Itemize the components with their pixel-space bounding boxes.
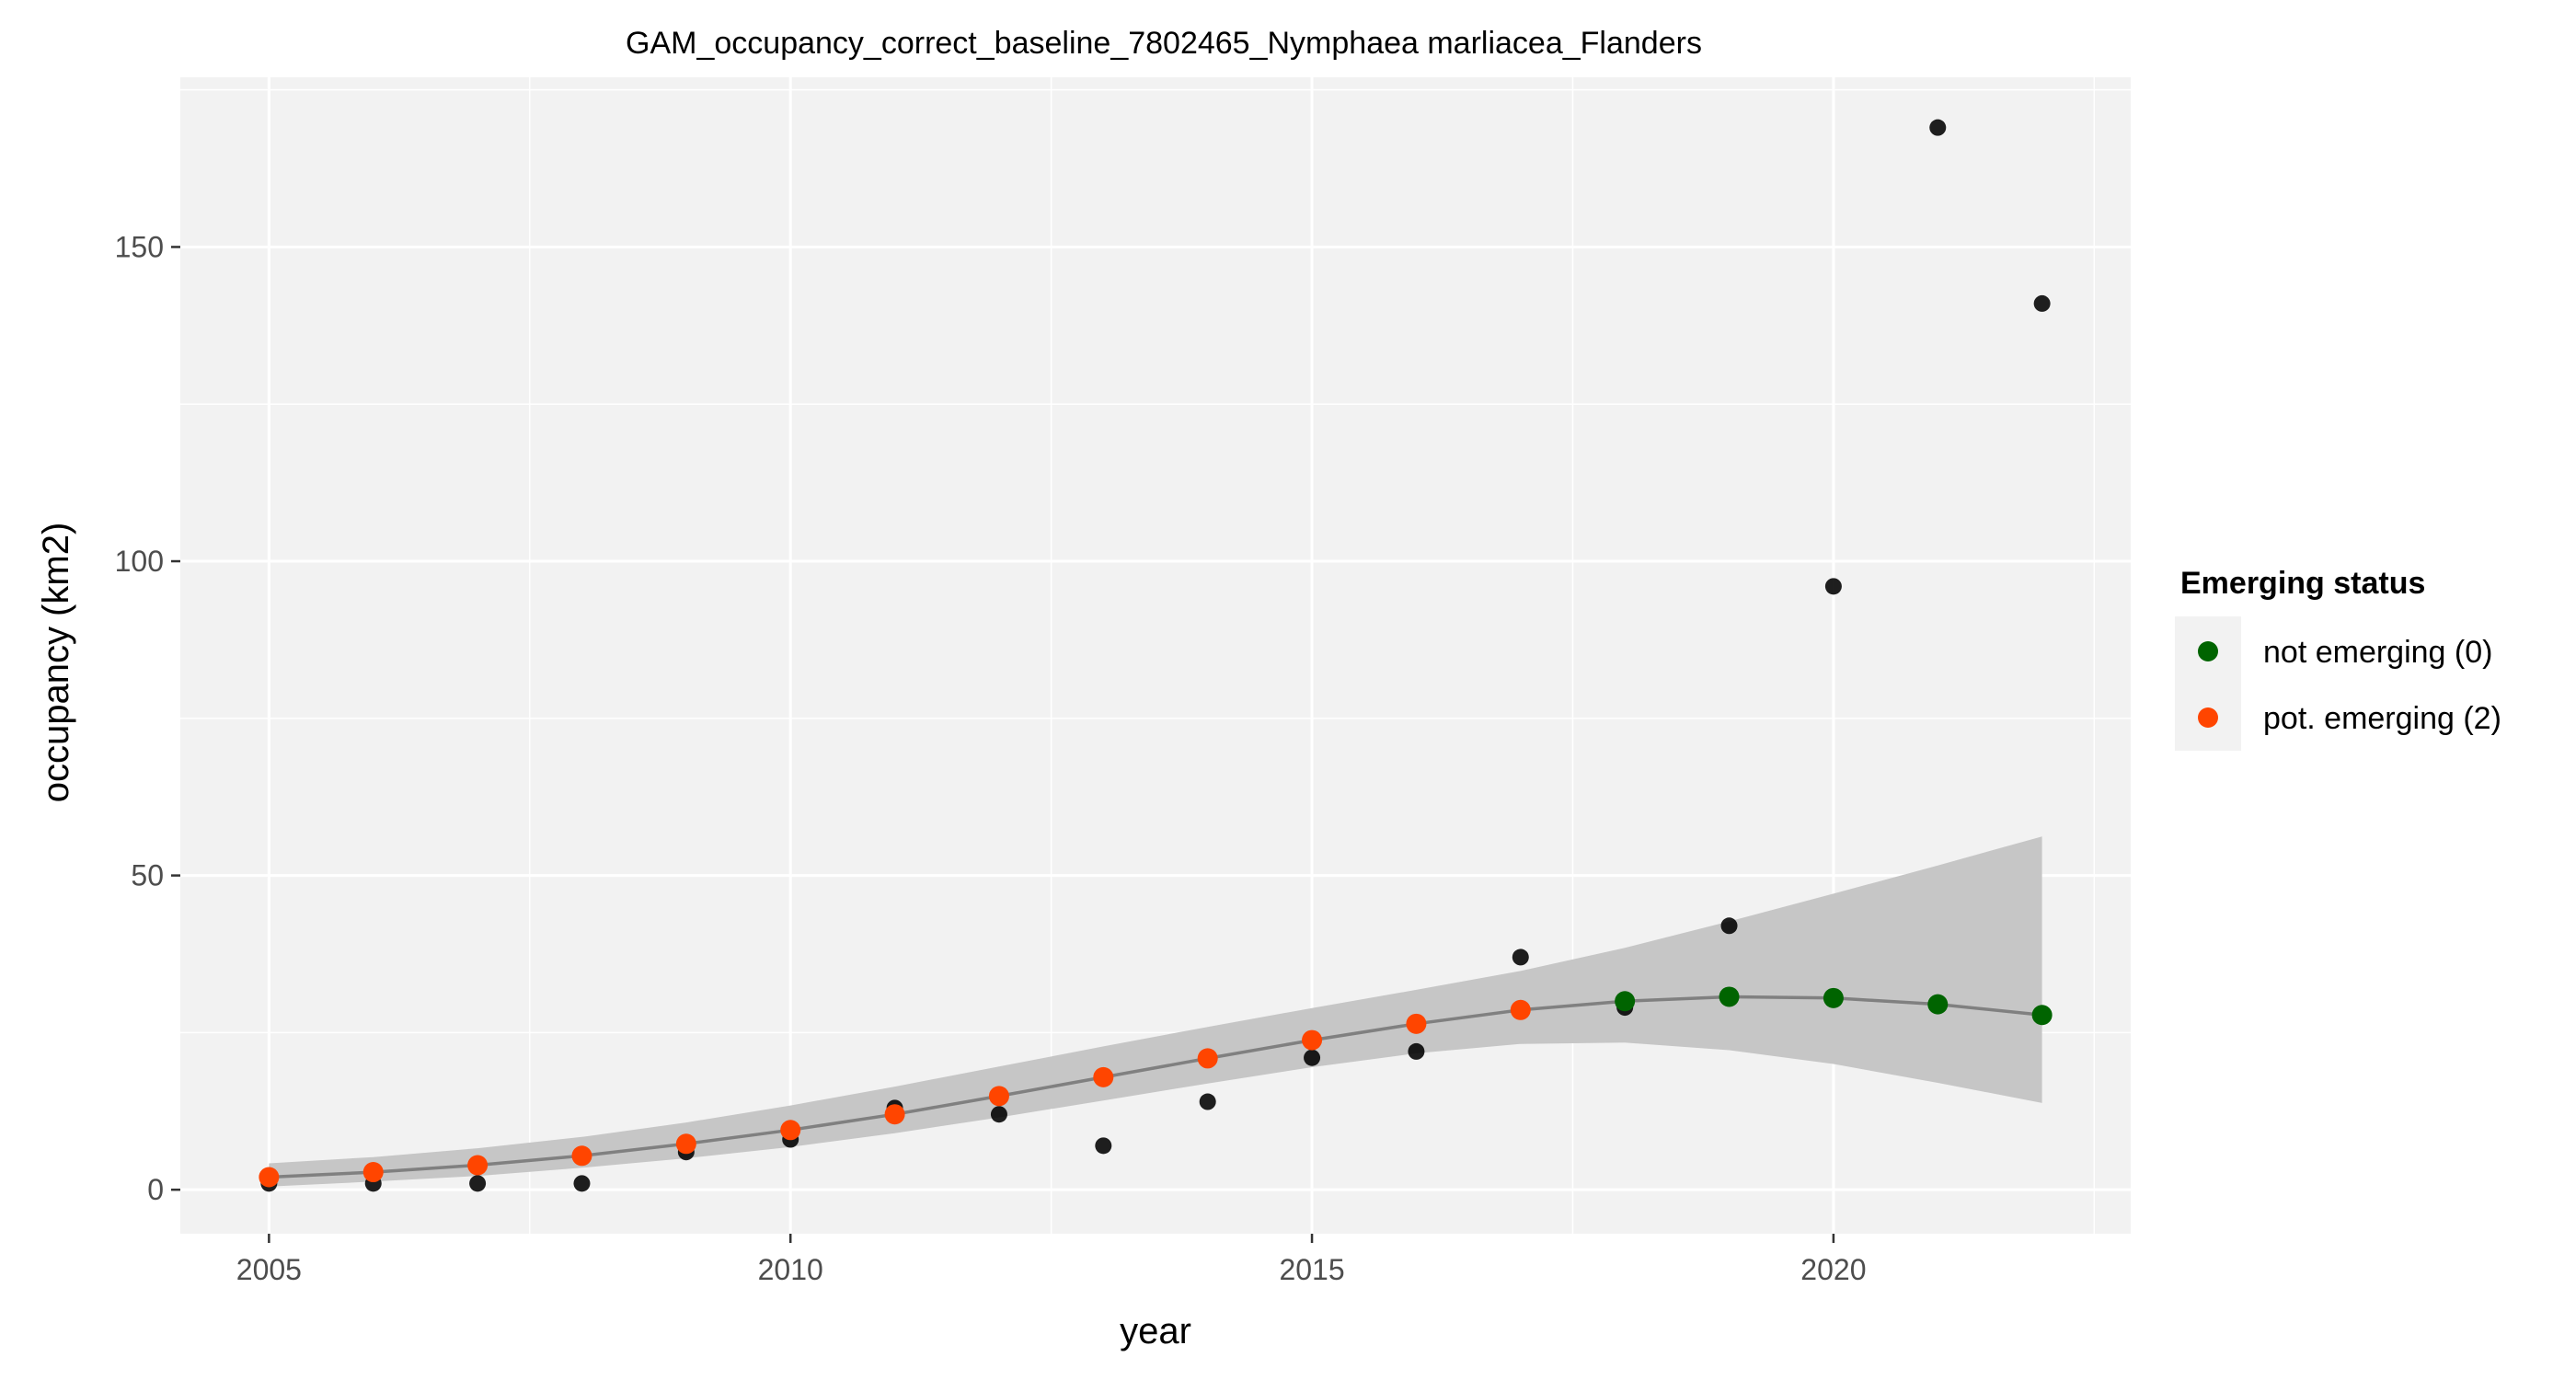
fitted-points — [259, 986, 2053, 1188]
observed-point — [1304, 1049, 1321, 1066]
fitted-point — [675, 1133, 696, 1155]
confidence-band — [269, 836, 2042, 1187]
fitted-point — [259, 1167, 280, 1188]
fitted-point — [362, 1162, 384, 1183]
legend-key-not-emerging — [2198, 641, 2218, 661]
observed-point — [573, 1175, 591, 1192]
fitted-point — [571, 1145, 592, 1167]
fitted-point — [2031, 1005, 2053, 1026]
observed-point — [1512, 949, 1529, 966]
y-axis: 0 50 100 150 — [115, 230, 180, 1206]
fitted-point — [1719, 986, 1740, 1007]
legend-label-pot-emerging: pot. emerging (2) — [2263, 701, 2501, 736]
observed-point — [1929, 119, 1947, 136]
fitted-point — [1197, 1048, 1218, 1069]
x-axis: 2005 2010 2015 2020 — [236, 1234, 1866, 1286]
x-tick-label: 2020 — [1800, 1253, 1866, 1286]
fitted-point — [1615, 991, 1636, 1012]
legend: Emerging status not emerging (0) pot. em… — [2175, 566, 2501, 751]
y-tick-label: 0 — [147, 1173, 164, 1206]
observed-point — [1824, 578, 1842, 595]
x-axis-title: year — [1120, 1311, 1191, 1351]
fitted-point — [884, 1104, 905, 1125]
observed-point — [469, 1175, 487, 1192]
observed-point — [1720, 917, 1738, 935]
legend-key-background — [2175, 616, 2241, 751]
y-tick-label: 150 — [115, 230, 164, 263]
observed-point — [2033, 294, 2051, 312]
legend-label-not-emerging: not emerging (0) — [2263, 635, 2492, 670]
observed-point — [990, 1106, 1007, 1123]
fitted-point — [1302, 1029, 1323, 1051]
x-tick-label: 2005 — [236, 1253, 302, 1286]
observed-point — [1408, 1042, 1425, 1060]
y-tick-label: 50 — [131, 859, 164, 892]
fitted-point — [1406, 1013, 1427, 1034]
y-tick-label: 100 — [115, 545, 164, 578]
fitted-point — [1093, 1066, 1114, 1087]
legend-title: Emerging status — [2180, 566, 2425, 601]
fitted-point — [1510, 999, 1531, 1020]
legend-key-pot-emerging — [2198, 707, 2218, 728]
observed-point — [1199, 1093, 1216, 1110]
fitted-point — [1927, 994, 1949, 1015]
fitted-point — [780, 1120, 801, 1141]
fitted-point — [1823, 987, 1844, 1008]
fit-line — [269, 995, 2042, 1179]
fitted-point — [467, 1155, 489, 1176]
grid-minor — [180, 77, 2131, 1234]
chart-title: GAM_occupancy_correct_baseline_7802465_N… — [626, 26, 1702, 61]
observed-point — [1095, 1137, 1112, 1155]
y-axis-title: occupancy (km2) — [36, 523, 76, 803]
x-tick-label: 2010 — [758, 1253, 823, 1286]
fitted-point — [988, 1086, 1009, 1107]
x-tick-label: 2015 — [1279, 1253, 1344, 1286]
